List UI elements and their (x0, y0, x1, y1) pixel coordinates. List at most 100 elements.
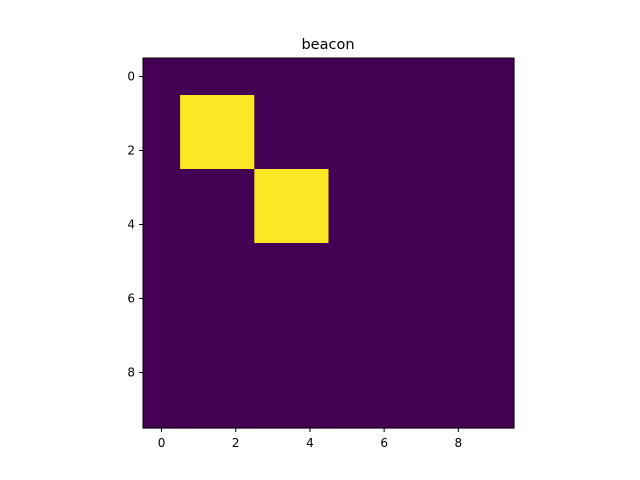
heatmap-cell (143, 58, 181, 96)
heatmap-cell (217, 317, 255, 355)
heatmap-cell (476, 243, 515, 281)
heatmap-cell (291, 132, 330, 170)
heatmap-cell (291, 317, 330, 355)
heatmap-cell (328, 317, 367, 355)
x-tick-label: 0 (158, 436, 166, 450)
heatmap-cell (402, 169, 441, 207)
heatmap-cell (291, 58, 330, 96)
heatmap-cell (180, 280, 218, 318)
heatmap-cell (217, 391, 255, 429)
heatmap-cell (439, 58, 478, 96)
x-tick-label: 8 (455, 436, 463, 450)
heatmap-cell (143, 132, 181, 170)
x-tick-label: 4 (306, 436, 314, 450)
heatmap-cell (291, 206, 330, 244)
x-tick-label: 6 (380, 436, 388, 450)
heatmap-cell (439, 132, 478, 170)
heatmap-cell (254, 95, 292, 133)
heatmap-cell (217, 132, 255, 170)
heatmap-cell (439, 206, 478, 244)
heatmap-cell (254, 132, 292, 170)
plot-frame (142, 57, 515, 429)
heatmap-cell (217, 95, 255, 133)
heatmap-cell (328, 95, 367, 133)
heatmap-cell (328, 243, 367, 281)
heatmap-cell (291, 391, 330, 429)
heatmap-cell (365, 391, 404, 429)
heatmap-cell (365, 280, 404, 318)
heatmap-cell (217, 280, 255, 318)
heatmap-cell (439, 391, 478, 429)
y-axis: 0 2 4 6 8 (127, 70, 143, 380)
heatmap-cell (328, 280, 367, 318)
heatmap-cell (328, 58, 367, 96)
heatmap-cell (476, 280, 515, 318)
heatmap-cell (180, 132, 218, 170)
heatmap-cell (402, 280, 441, 318)
heatmap-cell (439, 317, 478, 355)
heatmap-cell (143, 95, 181, 133)
heatmap-cell (365, 354, 404, 392)
heatmap-cell (180, 58, 218, 96)
heatmap-cell (143, 280, 181, 318)
heatmap-cell (439, 280, 478, 318)
heatmap-cell (439, 95, 478, 133)
heatmap-cell (328, 169, 367, 207)
heatmap-cell (291, 95, 330, 133)
heatmap-cell (180, 354, 218, 392)
heatmap-cell (439, 354, 478, 392)
chart-title: beacon (301, 37, 354, 53)
heatmap-cell (180, 317, 218, 355)
heatmap-cell (143, 317, 181, 355)
heatmap-cell (439, 169, 478, 207)
y-tick-label: 8 (127, 366, 135, 380)
heatmap-cell (365, 317, 404, 355)
heatmap-cell (328, 132, 367, 170)
heatmap-cell (180, 391, 218, 429)
heatmap-cell (180, 206, 218, 244)
heatmap-cell (143, 206, 181, 244)
heatmap-cell (365, 132, 404, 170)
heatmap-cell (180, 169, 218, 207)
heatmap-cell (476, 354, 515, 392)
x-axis: 0 2 4 6 8 (158, 428, 462, 450)
heatmap-cell (143, 391, 181, 429)
x-tick-label: 2 (232, 436, 240, 450)
heatmap-cell (291, 169, 330, 207)
heatmap-cell (291, 243, 330, 281)
heatmap-cell (217, 354, 255, 392)
heatmap-cell (291, 354, 330, 392)
heatmap-cell (476, 391, 515, 429)
heatmap-cell (180, 243, 218, 281)
heatmap-cell (143, 243, 181, 281)
heatmap-cell (365, 243, 404, 281)
heatmap-cell (217, 169, 255, 207)
heatmap-cell (254, 243, 292, 281)
y-tick-label: 6 (127, 292, 135, 306)
heatmap-cell (402, 95, 441, 133)
heatmap-cell (254, 317, 292, 355)
heatmap-cell (254, 58, 292, 96)
heatmap-cell (254, 280, 292, 318)
heatmap-cell (328, 391, 367, 429)
heatmap-cell (476, 206, 515, 244)
heatmap-cell (402, 58, 441, 96)
heatmap-cell (180, 95, 218, 133)
heatmap-cell (291, 280, 330, 318)
heatmap-cell (328, 206, 367, 244)
heatmap-cell (217, 206, 255, 244)
heatmap-cell (217, 58, 255, 96)
heatmap-cell (143, 354, 181, 392)
heatmap-cell (254, 169, 292, 207)
heatmap-cell (254, 391, 292, 429)
heatmap-cells (143, 58, 515, 429)
heatmap-cell (402, 354, 441, 392)
y-tick-label: 2 (127, 144, 135, 158)
heatmap-cell (476, 58, 515, 96)
heatmap-cell (402, 317, 441, 355)
heatmap-cell (476, 95, 515, 133)
heatmap-cell (365, 58, 404, 96)
heatmap-cell (365, 169, 404, 207)
heatmap-cell (476, 169, 515, 207)
